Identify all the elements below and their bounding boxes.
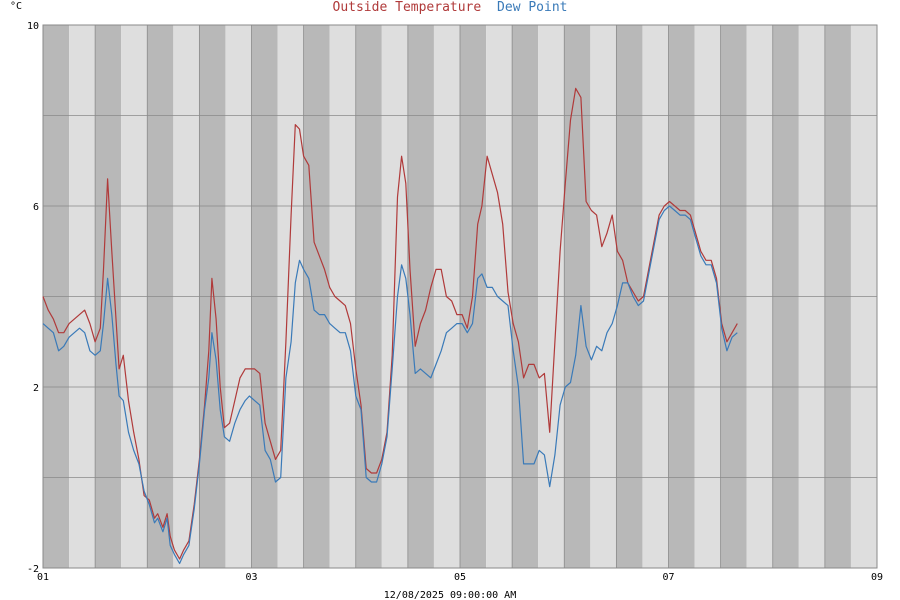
y-tick-label: -2 (27, 564, 39, 575)
chart-title: Outside Temperature Dew Point (333, 0, 568, 15)
x-axis-ticks: 01 03 05 07 09 (37, 572, 883, 583)
x-tick-label: 07 (662, 572, 674, 583)
y-tick-label: 2 (33, 383, 39, 394)
y-tick-label: 6 (33, 202, 39, 213)
x-tick-label: 09 (871, 572, 883, 583)
y-unit-label: °C (10, 1, 22, 12)
y-axis-ticks: -2 2 6 10 (27, 21, 39, 575)
x-tick-label: 03 (245, 572, 257, 583)
title-outside-temperature: Outside Temperature (333, 0, 482, 15)
series-line-dew-point (42, 205, 738, 565)
x-tick-label: 05 (454, 572, 466, 583)
footer-timestamp: 12/08/2025 09:00:00 AM (384, 590, 516, 600)
series-line-outside-temperature (42, 87, 738, 560)
title-dew-point: Dew Point (497, 0, 567, 15)
series-lines (42, 87, 738, 565)
x-tick-label: 01 (37, 572, 49, 583)
y-tick-label: 10 (27, 21, 39, 32)
